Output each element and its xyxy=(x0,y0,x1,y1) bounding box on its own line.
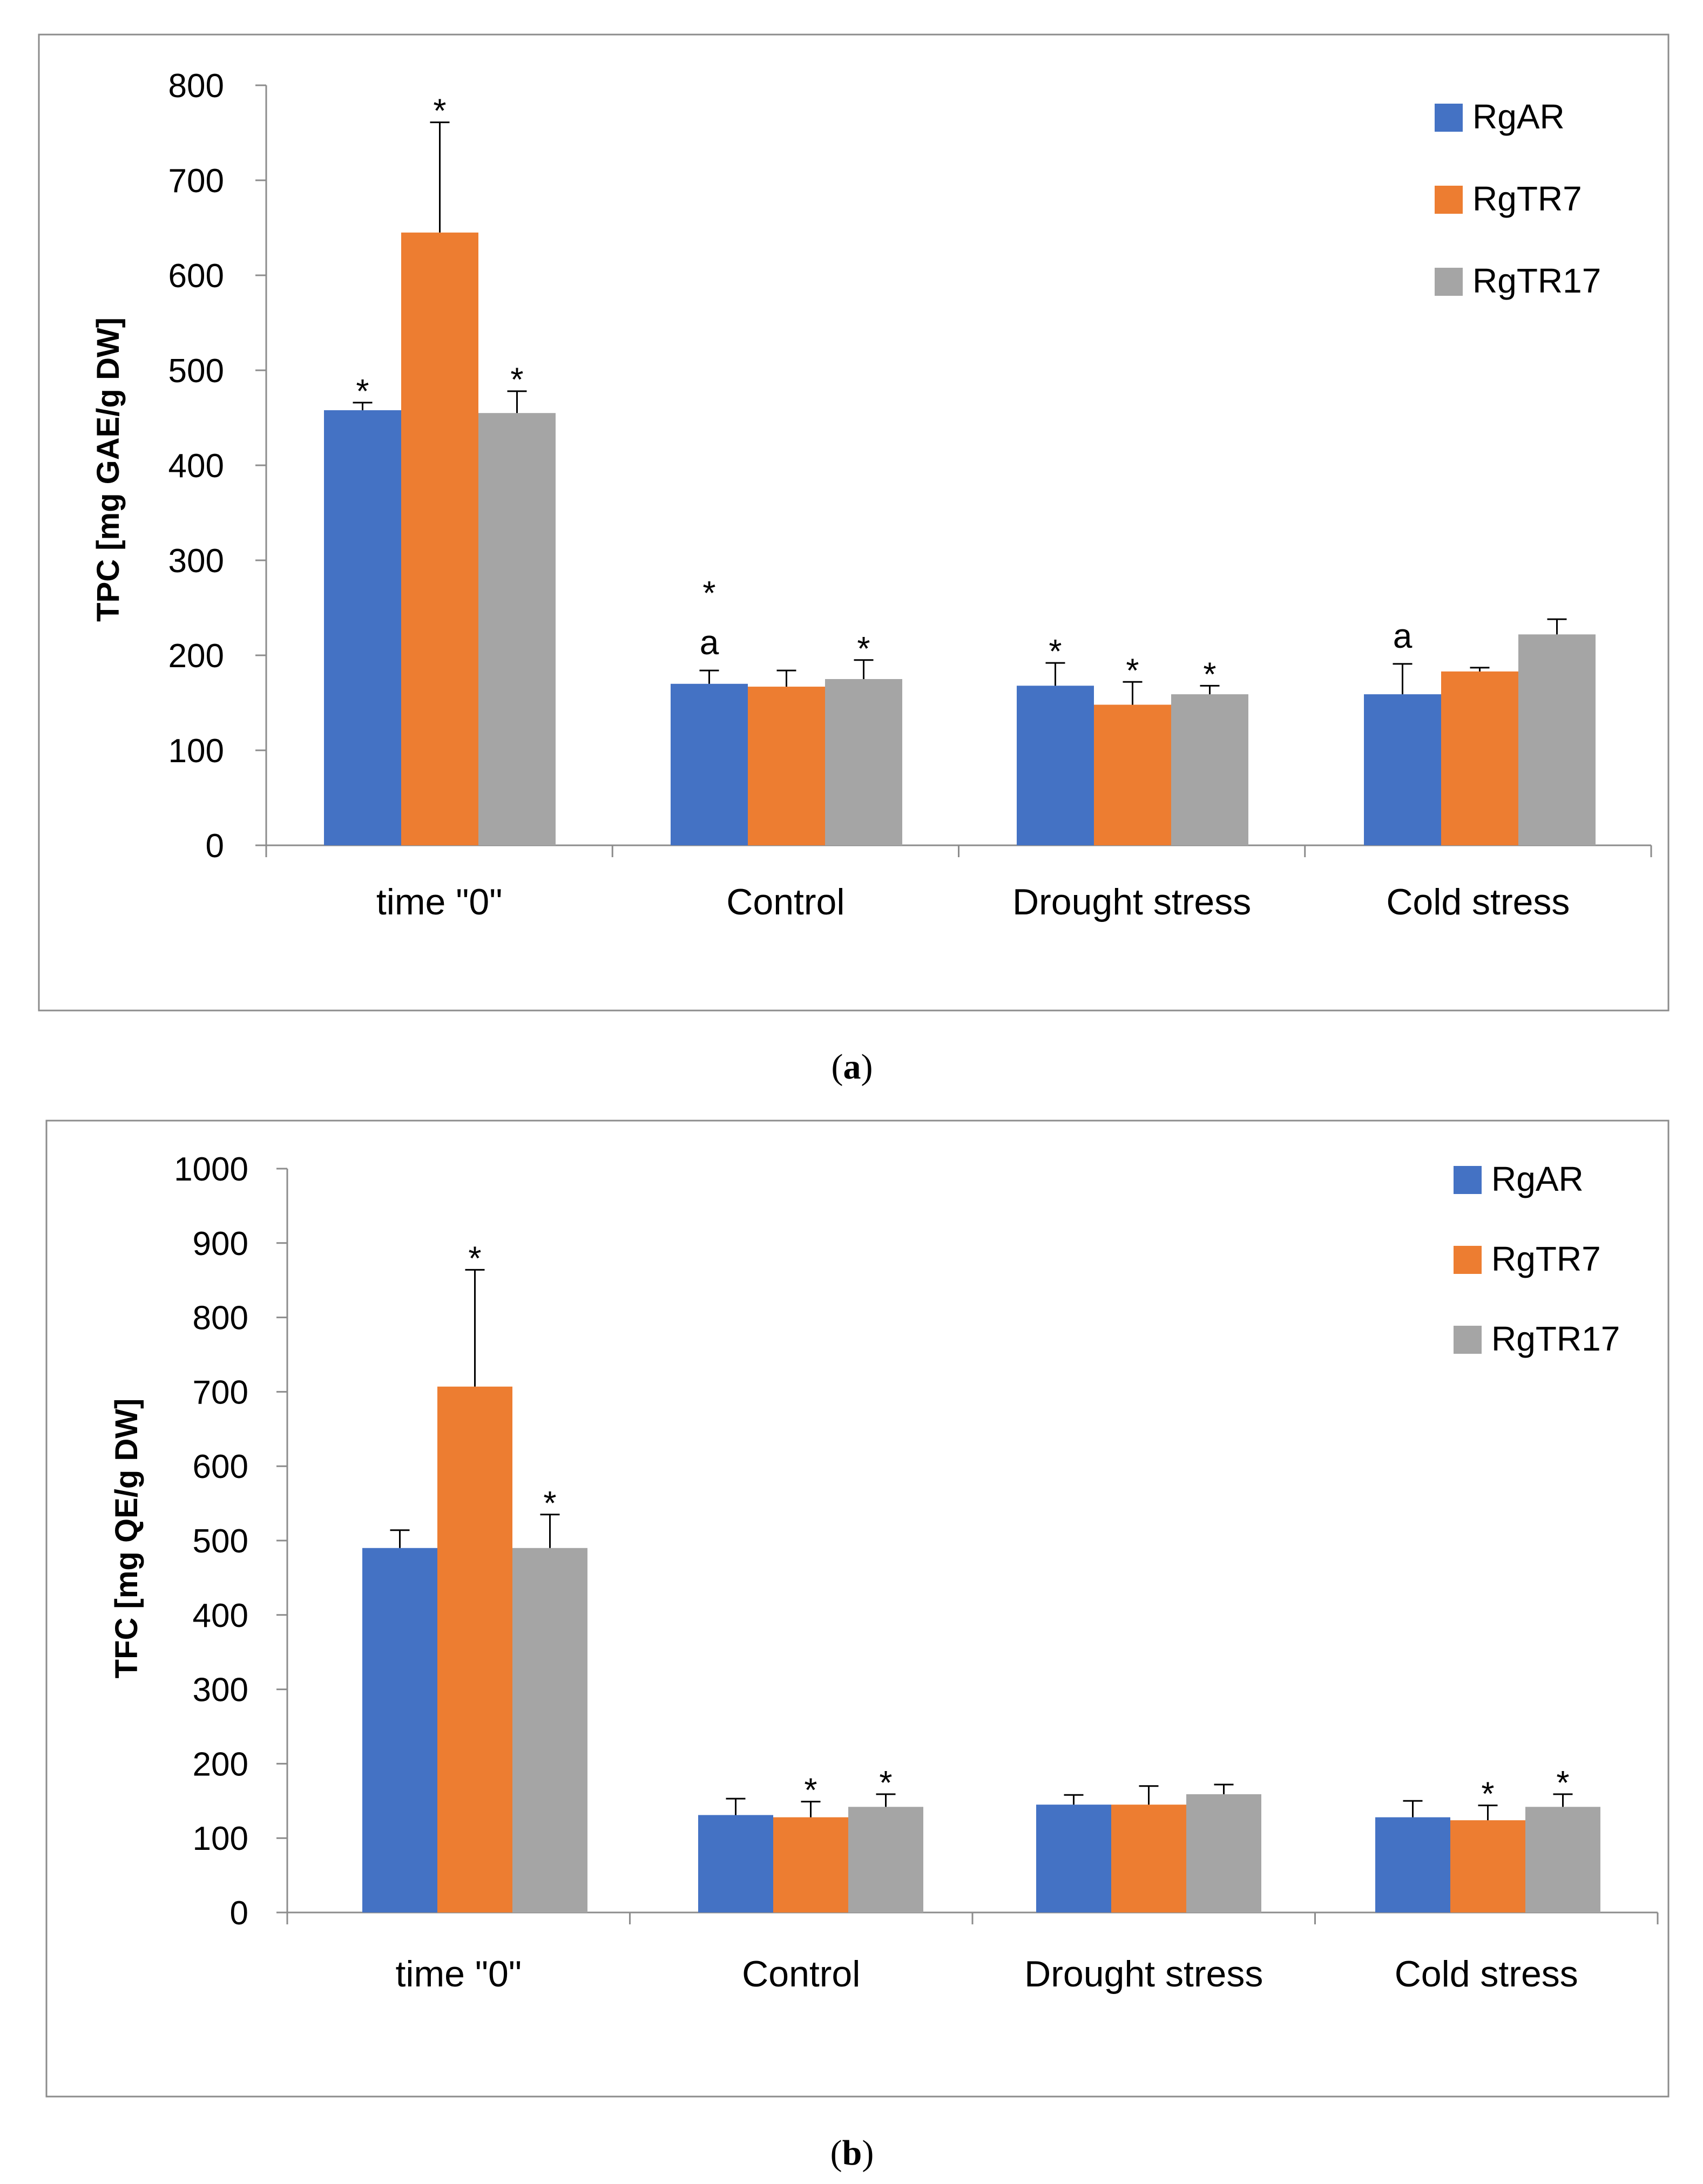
chart-panel-b: 0 100 200 300 400 500 600 700 800 900 1000 * * time "… xyxy=(45,1120,1670,2173)
significance-star: * xyxy=(1481,1776,1494,1813)
x-category-label: Cold stress xyxy=(1386,881,1570,923)
chart-a-plot: 0 100 200 300 400 500 600 700 800 * * * time "0" a * * C… xyxy=(168,67,1652,923)
bar-RgTR7 xyxy=(1450,1820,1525,1912)
x-category-label: Drought stress xyxy=(1012,881,1251,923)
legend-label-RgTR17: RgTR17 xyxy=(1472,261,1601,300)
bar-RgTR17 xyxy=(825,679,902,845)
y-tick-label: 500 xyxy=(168,352,224,390)
y-tick-label: 1000 xyxy=(174,1151,248,1188)
x-category-label: time "0" xyxy=(376,881,502,923)
y-tick-label: 100 xyxy=(168,732,224,770)
bar-RgTR7 xyxy=(773,1817,848,1912)
legend-swatch-RgTR17 xyxy=(1435,268,1463,296)
bar-RgTR17 xyxy=(1518,634,1596,845)
panel-caption-a-label: a xyxy=(843,1047,861,1087)
legend-swatch-RgTR7 xyxy=(1454,1246,1482,1274)
chart-b-plot: 0 100 200 300 400 500 600 700 800 900 1000 * * time "… xyxy=(174,1151,1659,1995)
y-tick-label: 600 xyxy=(168,257,224,295)
legend-label-RgTR7: RgTR7 xyxy=(1472,179,1582,218)
significance-star: * xyxy=(433,93,446,130)
significance-star: * xyxy=(857,630,870,668)
y-tick-label: 800 xyxy=(168,67,224,105)
y-tick-label: 0 xyxy=(206,828,224,865)
chart-frame-a xyxy=(38,33,1670,1012)
chart-panel-a: 0 100 200 300 400 500 600 700 800 * * * time "0" a * * C… xyxy=(38,33,1670,1087)
y-tick-label: 400 xyxy=(193,1597,248,1634)
panel-caption-b: (b) xyxy=(830,2133,874,2173)
legend-a: RgAR RgTR7 RgTR17 xyxy=(1435,97,1601,300)
panel-caption-b-label: b xyxy=(842,2133,862,2173)
significance-star: * xyxy=(1049,633,1062,670)
bar-RgTR7 xyxy=(1441,671,1518,845)
panel-caption-a: (a) xyxy=(832,1047,873,1087)
bar-RgTR17 xyxy=(848,1807,923,1912)
bar-RgTR7 xyxy=(401,232,478,845)
legend-swatch-RgAR xyxy=(1435,104,1463,132)
bar-RgAR xyxy=(324,410,401,845)
y-tick-label: 800 xyxy=(193,1300,248,1337)
significance-star: * xyxy=(1126,652,1139,689)
significance-star: * xyxy=(879,1765,892,1802)
y-axis-title-b: TFC [mg QE/g DW] xyxy=(109,1399,144,1679)
bar-RgTR7 xyxy=(1111,1805,1186,1912)
x-category-label: Control xyxy=(742,1954,860,1995)
y-tick-label: 700 xyxy=(168,162,224,200)
y-tick-label: 200 xyxy=(193,1746,248,1783)
significance-star: * xyxy=(543,1485,556,1522)
significance-star: * xyxy=(510,362,523,399)
bar-RgAR xyxy=(1375,1817,1450,1912)
legend-label-RgTR7: RgTR7 xyxy=(1491,1239,1601,1278)
legend-b: RgAR RgTR7 RgTR17 xyxy=(1454,1159,1620,1358)
bar-RgTR17 xyxy=(512,1548,587,1912)
significance-star: * xyxy=(468,1240,481,1277)
bar-RgTR17 xyxy=(1525,1807,1600,1912)
x-category-label: time "0" xyxy=(396,1954,522,1995)
y-tick-label: 900 xyxy=(193,1225,248,1263)
y-tick-label: 200 xyxy=(168,637,224,675)
bar-RgTR17 xyxy=(1171,694,1248,845)
significance-star: * xyxy=(804,1772,817,1809)
legend-swatch-RgAR xyxy=(1454,1166,1482,1194)
significance-star: * xyxy=(1556,1765,1569,1802)
legend-swatch-RgTR7 xyxy=(1435,186,1463,214)
bar-RgTR17 xyxy=(478,413,556,845)
bar-RgAR xyxy=(698,1815,773,1912)
legend-label-RgAR: RgAR xyxy=(1472,97,1565,136)
y-tick-label: 700 xyxy=(193,1374,248,1411)
x-category-label: Cold stress xyxy=(1395,1954,1578,1995)
bar-RgAR xyxy=(671,683,748,845)
bar-RgAR xyxy=(1036,1805,1111,1912)
legend-label-RgAR: RgAR xyxy=(1491,1159,1584,1198)
significance-star: * xyxy=(702,575,715,612)
bar-RgTR7 xyxy=(1094,704,1171,845)
significance-star: * xyxy=(1203,656,1216,693)
y-tick-label: 100 xyxy=(193,1820,248,1857)
y-tick-label: 300 xyxy=(193,1672,248,1709)
y-tick-label: 0 xyxy=(230,1895,248,1932)
x-category-label: Control xyxy=(726,881,844,923)
bar-RgTR17 xyxy=(1186,1794,1261,1912)
bar-RgTR7 xyxy=(748,687,825,845)
x-category-label: Drought stress xyxy=(1024,1954,1263,1995)
y-tick-label: 300 xyxy=(168,542,224,580)
significance-star: * xyxy=(356,373,369,410)
bar-RgAR xyxy=(362,1548,437,1912)
bar-RgAR xyxy=(1364,694,1441,845)
bar-RgTR7 xyxy=(437,1386,512,1912)
bar-RgAR xyxy=(1017,686,1094,845)
chart-frame-b xyxy=(45,1120,1670,2098)
legend-swatch-RgTR17 xyxy=(1454,1326,1482,1354)
y-tick-label: 400 xyxy=(168,447,224,485)
significance-letter: a xyxy=(1393,616,1413,655)
y-tick-label: 500 xyxy=(193,1523,248,1560)
significance-letter: a xyxy=(700,623,719,662)
y-tick-label: 600 xyxy=(193,1448,248,1486)
y-axis-title-a: TPC [mg GAE/g DW] xyxy=(91,317,126,622)
legend-label-RgTR17: RgTR17 xyxy=(1491,1319,1620,1358)
